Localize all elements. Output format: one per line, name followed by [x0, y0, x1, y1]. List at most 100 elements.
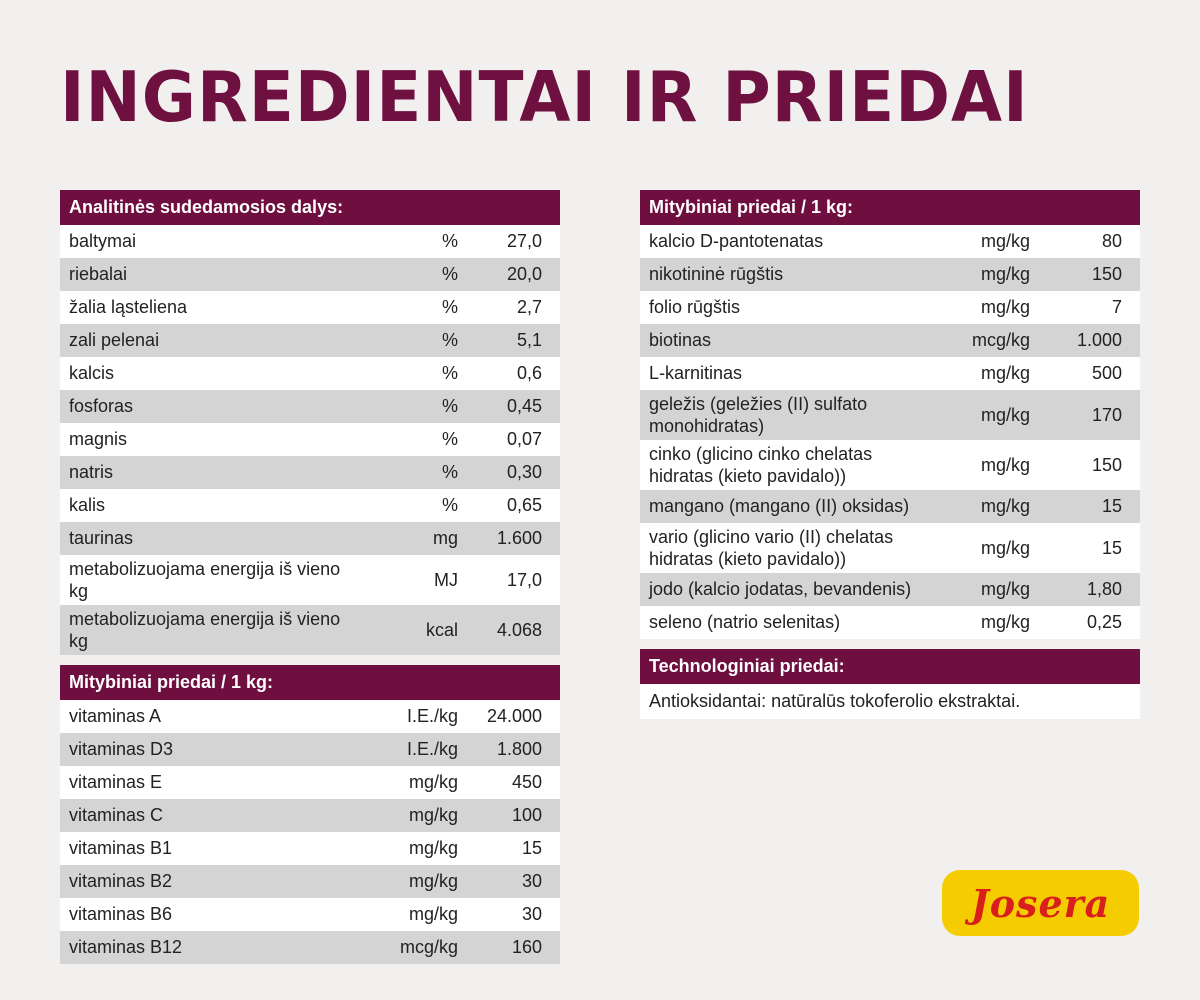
row-value: 15	[521, 838, 542, 858]
row-unit: MJ	[434, 570, 458, 590]
page-title: INGREDIENTAI IR PRIEDAI	[60, 57, 1029, 138]
row-unit: mg/kg	[980, 455, 1030, 475]
row-value: 24.000	[486, 706, 542, 726]
row-unit: mg/kg	[980, 538, 1030, 558]
table-row: L-karnitinas mg/kg 500	[640, 357, 1140, 390]
row-value: 2,7	[516, 297, 542, 317]
row-value: 1.000	[1076, 330, 1122, 350]
row-unit: %	[441, 396, 458, 416]
table-row: vitaminas B6 mg/kg 30	[60, 898, 560, 931]
logo-text: Josera	[970, 880, 1111, 926]
row-value: 20,0	[506, 264, 542, 284]
vitamins-heading: Mitybiniai priedai / 1 kg:	[60, 665, 560, 700]
row-unit: %	[441, 495, 458, 515]
table-row: žalia ląsteliena% 2,7	[60, 291, 560, 324]
table-row: magnis% 0,07	[60, 423, 560, 456]
row-value: 100	[511, 805, 542, 825]
row-unit: I.E./kg	[406, 706, 458, 726]
row-value: 30	[521, 904, 542, 924]
row-name: baltymai	[69, 231, 137, 251]
row-name: nikotininė rūgštis	[649, 264, 784, 284]
vitamins-rows: vitaminas A I.E./kg 24.000 vitaminas D3 I.E.…	[60, 700, 560, 964]
table-row: kalcis% 0,6	[60, 357, 560, 390]
row-name: folio rūgštis	[649, 297, 741, 317]
table-row: kalcio D-pantotenatas mg/kg 80	[640, 225, 1140, 258]
row-name: metabolizuojama energija iš vieno kg	[69, 609, 341, 651]
analytical-heading: Analitinės sudedamosios dalys:	[60, 190, 560, 225]
row-unit: mg/kg	[980, 363, 1030, 383]
technological-section: Technologiniai priedai: Antioksidantai: …	[640, 649, 1140, 719]
technological-heading: Technologiniai priedai:	[640, 649, 1140, 684]
technological-text: Antioksidantai: natūralūs tokoferolio ek…	[640, 684, 1140, 719]
row-name: cinko (glicino cinko chelatas hidratas (…	[649, 444, 873, 486]
table-row: folio rūgštis mg/kg 7	[640, 291, 1140, 324]
table-row: vitaminas D3 I.E./kg 1.800	[60, 733, 560, 766]
left-column: Analitinės sudedamosios dalys: baltymai%…	[60, 190, 560, 964]
table-row: kalis% 0,65	[60, 489, 560, 522]
row-name: zali pelenai	[69, 330, 160, 350]
right-column: Mitybiniai priedai / 1 kg: kalcio D-pant…	[640, 190, 1140, 719]
row-value: 1,80	[1086, 579, 1122, 599]
row-name: vitaminas B2	[69, 871, 173, 891]
row-unit: mg/kg	[980, 231, 1030, 251]
row-unit: mcg/kg	[971, 330, 1030, 350]
row-name: taurinas	[69, 528, 134, 548]
row-value: 1.600	[496, 528, 542, 548]
row-unit: I.E./kg	[406, 739, 458, 759]
row-name: vitaminas B1	[69, 838, 173, 858]
row-name: vitaminas A	[69, 706, 162, 726]
row-unit: mg/kg	[408, 871, 458, 891]
row-value: 80	[1101, 231, 1122, 251]
table-row: zali pelenai% 5,1	[60, 324, 560, 357]
row-name: kalcio D-pantotenatas	[649, 231, 824, 251]
row-unit: mg/kg	[980, 579, 1030, 599]
row-name: vitaminas E	[69, 772, 163, 792]
table-row: seleno (natrio selenitas) mg/kg 0,25	[640, 606, 1140, 639]
table-row: taurinas mg 1.600	[60, 522, 560, 555]
row-value: 500	[1091, 363, 1122, 383]
row-name: kalcis	[69, 363, 115, 383]
row-value: 450	[511, 772, 542, 792]
row-value: 0,07	[506, 429, 542, 449]
row-value: 7	[1111, 297, 1122, 317]
table-row: fosforas% 0,45	[60, 390, 560, 423]
row-value: 0,30	[506, 462, 542, 482]
row-value: 30	[521, 871, 542, 891]
row-value: 15	[1101, 538, 1122, 558]
row-name: vitaminas B6	[69, 904, 173, 924]
table-row: jodo (kalcio jodatas, bevandenis) mg/kg 1,…	[640, 573, 1140, 606]
row-name: fosforas	[69, 396, 134, 416]
vitamins-section: Mitybiniai priedai / 1 kg: vitaminas A I.…	[60, 665, 560, 964]
row-value: 27,0	[506, 231, 542, 251]
table-row: metabolizuojama energija iš vieno kg MJ 17…	[60, 555, 560, 605]
row-value: 0,45	[506, 396, 542, 416]
table-row: biotinas mcg/kg 1.000	[640, 324, 1140, 357]
row-name: magnis	[69, 429, 128, 449]
table-row: vitaminas B2 mg/kg 30	[60, 865, 560, 898]
row-value: 170	[1091, 405, 1122, 425]
row-unit: %	[441, 264, 458, 284]
table-row: vitaminas C mg/kg 100	[60, 799, 560, 832]
josera-logo: Josera	[942, 870, 1139, 936]
row-unit: %	[441, 363, 458, 383]
row-name: jodo (kalcio jodatas, bevandenis)	[649, 579, 912, 599]
row-unit: mg	[432, 528, 458, 548]
row-unit: mg/kg	[980, 405, 1030, 425]
row-unit: mg/kg	[980, 264, 1030, 284]
additives-heading: Mitybiniai priedai / 1 kg:	[640, 190, 1140, 225]
row-name: riebalai	[69, 264, 128, 284]
table-row: metabolizuojama energija iš vieno kg kcal…	[60, 605, 560, 655]
row-unit: %	[441, 429, 458, 449]
row-value: 150	[1091, 455, 1122, 475]
row-value: 15	[1101, 496, 1122, 516]
table-row: vario (glicino vario (II) chelatas hidra…	[640, 523, 1140, 573]
row-value: 1.800	[496, 739, 542, 759]
row-unit: %	[441, 297, 458, 317]
row-value: 5,1	[516, 330, 542, 350]
table-row: natris% 0,30	[60, 456, 560, 489]
row-unit: mcg/kg	[399, 937, 458, 957]
row-unit: kcal	[425, 620, 458, 640]
row-value: 150	[1091, 264, 1122, 284]
analytical-rows: baltymai% 27,0 riebalai% 20,0 žalia ląstelie…	[60, 225, 560, 655]
additives-rows: kalcio D-pantotenatas mg/kg 80 nikotininė r…	[640, 225, 1140, 639]
